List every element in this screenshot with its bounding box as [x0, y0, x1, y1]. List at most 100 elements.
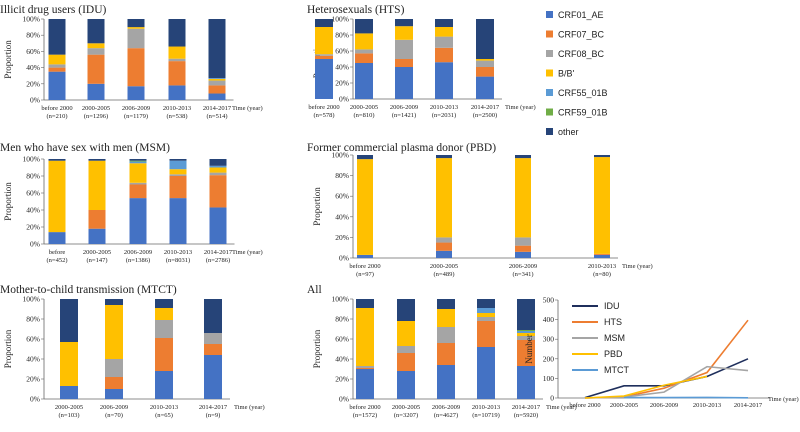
bar-segment-other [477, 299, 495, 308]
y-tick-label: 20% [26, 223, 40, 232]
y-tick-label: 80% [26, 172, 40, 181]
bar-segment-b-b [49, 55, 66, 65]
y-tick-label: 40% [26, 63, 40, 72]
legend-swatch-crf01-ae [546, 11, 553, 18]
bar-segment-crf08-bc [435, 37, 453, 48]
y-tick-label: 0% [30, 96, 40, 105]
bar-segment-other [355, 19, 373, 33]
x-tick-n: (n=65) [155, 412, 173, 419]
x-axis-label: Time (year) [234, 404, 265, 411]
x-tick-label: 2006-2009 [650, 402, 678, 409]
bar-segment-crf08-bc [356, 366, 374, 368]
subtype-legend: CRF01_AECRF07_BCCRF08_BCB/B'CRF55_01BCRF… [546, 10, 608, 137]
x-tick-n: (n=3207) [394, 412, 418, 419]
bar-segment-crf07-bc [49, 68, 66, 72]
bar-segment-b-b [395, 26, 413, 40]
bar-segment-other [356, 299, 374, 308]
bar-segment-crf08-bc [169, 59, 186, 61]
bar-segment-b-b [49, 161, 66, 232]
panel-title: All [307, 284, 322, 296]
y-tick-label: 100% [23, 155, 41, 164]
chart-panel-idu: Illicit drug users (IDU)0%20%40%60%80%10… [0, 4, 263, 120]
bar-segment-b-b [130, 163, 147, 183]
x-tick-label: 2014-2017 [203, 105, 232, 112]
y-tick-label: 300 [543, 335, 555, 344]
bar-segment-b-b [169, 47, 186, 59]
x-tick-label: 2006-2009 [432, 404, 460, 411]
bar-segment-crf07-bc [170, 176, 187, 198]
bar-segment-crf01-ae [210, 207, 227, 244]
y-tick-label: 20% [26, 375, 40, 384]
bar-segment-crf07-bc [169, 61, 186, 85]
x-tick-label: 2000-2005 [392, 404, 420, 411]
bar-segment-other [210, 159, 227, 166]
x-tick-label: 2010-2013 [163, 105, 191, 112]
bar-segment-other [476, 19, 494, 59]
bar-segment-other [204, 299, 222, 333]
bar-segment-crf01-ae [435, 62, 453, 99]
bar-segment-crf01-ae [436, 251, 452, 258]
y-axis-label: Proportion [3, 329, 13, 368]
y-tick-label: 40% [335, 355, 349, 364]
bar-segment-crf08-bc [88, 48, 105, 54]
bar-segment-crf01-ae [397, 371, 415, 399]
bar-segment-crf01-ae [49, 72, 66, 100]
y-tick-label: 20% [26, 79, 40, 88]
bar-segment-crf01-ae [60, 386, 78, 399]
bar-segment-other [105, 299, 123, 305]
y-tick-label: 0% [30, 240, 40, 249]
x-tick-n: (n=70) [105, 412, 123, 419]
bar-segment-crf01-ae [437, 365, 455, 399]
bar-segment-b-b [209, 79, 226, 81]
bar-segment-other [130, 159, 147, 161]
bar-segment-b-b [397, 321, 415, 346]
bar-segment-b-b [437, 309, 455, 327]
x-tick-n: (n=97) [356, 271, 374, 278]
bar-segment-crf01-ae [594, 255, 610, 258]
bar-segment-b-b [357, 159, 373, 255]
bar-segment-crf08-bc [105, 359, 123, 377]
x-tick-n: (n=1179) [124, 113, 148, 120]
x-tick-n: (n=452) [47, 257, 68, 264]
bar-segment-crf07-bc [477, 321, 495, 347]
bar-segment-crf01-ae [517, 366, 535, 399]
x-tick-label: 2000-2005 [610, 402, 638, 409]
bar-segment-crf08-bc [437, 327, 455, 343]
line-legend-label: PBD [604, 349, 623, 359]
y-tick-label: 20% [335, 79, 349, 88]
x-tick-label: 2006-2009 [509, 263, 537, 270]
bar-segment-crf55-01b [210, 166, 227, 168]
bar-segment-crf55-01b [170, 161, 187, 170]
legend-label: CRF59_01B [558, 108, 608, 118]
legend-label: other [558, 127, 579, 137]
y-tick-label: 0% [339, 95, 349, 104]
bar-segment-crf07-bc [594, 254, 610, 255]
bar-segment-b-b [515, 158, 531, 237]
bar-segment-crf07-bc [130, 185, 147, 199]
bar-segment-other [435, 19, 453, 27]
x-tick-n: (n=10719) [472, 412, 500, 419]
y-axis-label: Proportion [312, 187, 322, 226]
bar-segment-crf08-bc [170, 174, 187, 176]
x-tick-label: 2014-2017 [471, 104, 500, 111]
bar-segment-b-b [60, 342, 78, 386]
bar-segment-other [315, 19, 333, 27]
x-tick-label: 2014-2017 [204, 249, 233, 256]
y-tick-label: 60% [335, 335, 349, 344]
bar-segment-other [88, 19, 105, 43]
x-tick-label: 2000-2005 [430, 263, 458, 270]
bar-segment-crf55-01b [477, 308, 495, 313]
legend-label: CRF07_BC [558, 30, 605, 40]
y-tick-label: 60% [335, 192, 349, 201]
bar-segment-crf07-bc [105, 377, 123, 389]
bar-segment-other [437, 299, 455, 309]
y-tick-label: 100% [332, 151, 350, 160]
bar-segment-b-b [155, 308, 173, 320]
bar-segment-crf01-ae [209, 94, 226, 100]
legend-label: B/B' [558, 69, 575, 79]
legend-label: CRF01_AE [558, 10, 604, 20]
bar-segment-crf07-bc [515, 246, 531, 252]
bar-segment-crf55-01b [209, 78, 226, 79]
bar-segment-crf07-bc [437, 343, 455, 365]
x-tick-label: 2006-2009 [390, 104, 418, 111]
